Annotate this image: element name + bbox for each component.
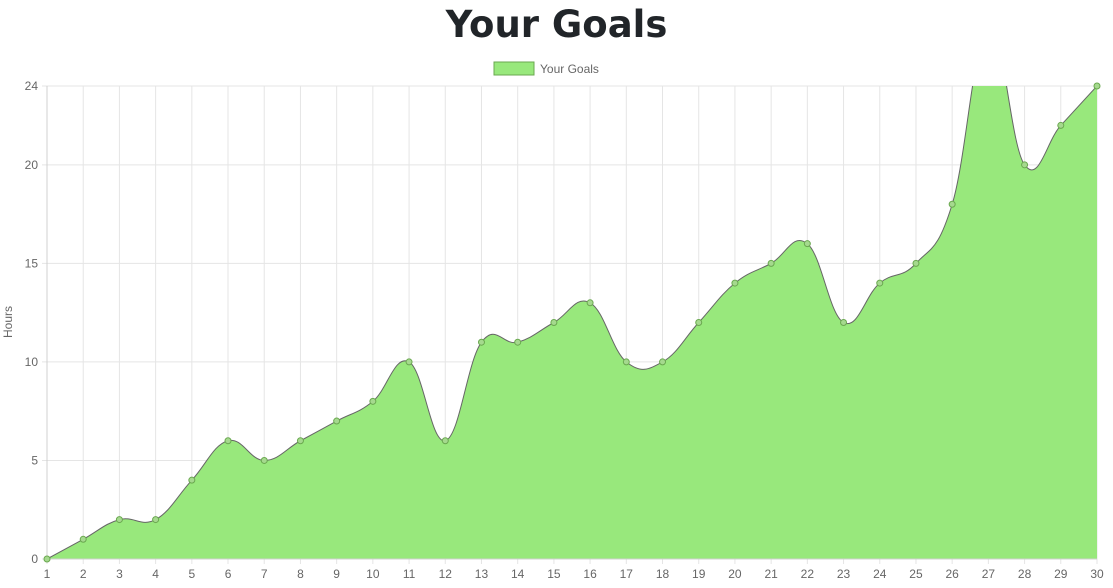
data-point[interactable]: [695, 319, 703, 326]
y-tick-label: 20: [25, 158, 39, 172]
legend-label[interactable]: Your Goals: [540, 62, 599, 76]
data-point[interactable]: [622, 358, 630, 366]
data-point[interactable]: [260, 456, 268, 464]
data-point[interactable]: [514, 338, 522, 346]
x-tick-label: 9: [333, 567, 340, 581]
data-point[interactable]: [731, 279, 739, 287]
x-tick-label: 24: [873, 567, 887, 581]
data-point[interactable]: [296, 437, 304, 445]
data-point[interactable]: [803, 240, 811, 248]
y-axis-title: Hours: [1, 306, 15, 338]
data-point[interactable]: [152, 516, 160, 524]
x-tick-label: 25: [909, 567, 923, 581]
x-tick-label: 22: [801, 567, 815, 581]
x-tick-label: 28: [1018, 567, 1032, 581]
x-tick-label: 18: [656, 567, 670, 581]
x-tick-label: 20: [728, 567, 742, 581]
data-point[interactable]: [369, 397, 377, 405]
x-tick-label: 4: [152, 567, 159, 581]
x-tick-label: 6: [225, 567, 232, 581]
x-tick-label: 1: [44, 567, 51, 581]
data-point[interactable]: [659, 358, 667, 366]
x-tick-label: 13: [475, 567, 489, 581]
plot-area: [47, 86, 1097, 559]
y-tick-label: 24: [25, 79, 39, 93]
x-tick-label: 16: [583, 567, 597, 581]
x-tick-label: 3: [116, 567, 123, 581]
data-point[interactable]: [79, 535, 87, 543]
data-point[interactable]: [405, 358, 413, 366]
page-title: Your Goals: [445, 3, 668, 46]
data-point[interactable]: [1057, 121, 1065, 129]
data-points: [43, 82, 1101, 563]
data-point[interactable]: [840, 319, 848, 326]
legend-swatch[interactable]: [493, 61, 535, 76]
x-tick-label: 5: [188, 567, 195, 581]
x-tick-label: 27: [982, 567, 996, 581]
x-tick-label: 11: [403, 567, 416, 581]
axes: 1 2 3 4 5 6 7 8 9 10 11 12 13 14 15 16 17 18 19 20 21 22 23 24 2…: [25, 79, 1104, 581]
data-point[interactable]: [948, 200, 956, 208]
data-point[interactable]: [767, 259, 775, 267]
y-tick-label: 5: [31, 453, 38, 467]
data-point[interactable]: [188, 476, 196, 484]
x-tick-label: 8: [297, 567, 304, 581]
x-tick-label: 26: [945, 567, 959, 581]
x-tick-label: 14: [511, 567, 525, 581]
x-tick-label: 30: [1090, 567, 1104, 581]
data-point[interactable]: [43, 555, 51, 563]
data-point[interactable]: [912, 259, 920, 267]
x-tick-label: 12: [439, 567, 453, 581]
data-point[interactable]: [550, 319, 558, 326]
x-tick-label: 10: [366, 567, 380, 581]
series-area-fill: [47, 86, 1097, 559]
data-point[interactable]: [115, 516, 123, 524]
x-tick-label: 15: [547, 567, 561, 581]
data-point[interactable]: [876, 279, 884, 287]
data-point[interactable]: [441, 437, 449, 445]
x-tick-label: 23: [837, 567, 851, 581]
data-point[interactable]: [477, 338, 485, 346]
data-point[interactable]: [333, 417, 341, 425]
x-tick-label: 17: [620, 567, 634, 581]
data-point[interactable]: [586, 299, 594, 307]
data-point[interactable]: [224, 437, 232, 445]
x-tick-label: 29: [1054, 567, 1068, 581]
legend[interactable]: Your Goals: [493, 61, 599, 76]
data-point[interactable]: [1093, 82, 1101, 90]
data-point[interactable]: [1021, 161, 1029, 169]
x-tick-label: 21: [764, 567, 778, 581]
y-tick-label: 10: [25, 355, 39, 369]
y-tick-label: 15: [25, 256, 39, 270]
x-tick-label: 2: [80, 567, 87, 581]
x-tick-label: 7: [261, 567, 268, 581]
y-tick-label: 0: [31, 552, 38, 566]
x-tick-label: 19: [692, 567, 706, 581]
